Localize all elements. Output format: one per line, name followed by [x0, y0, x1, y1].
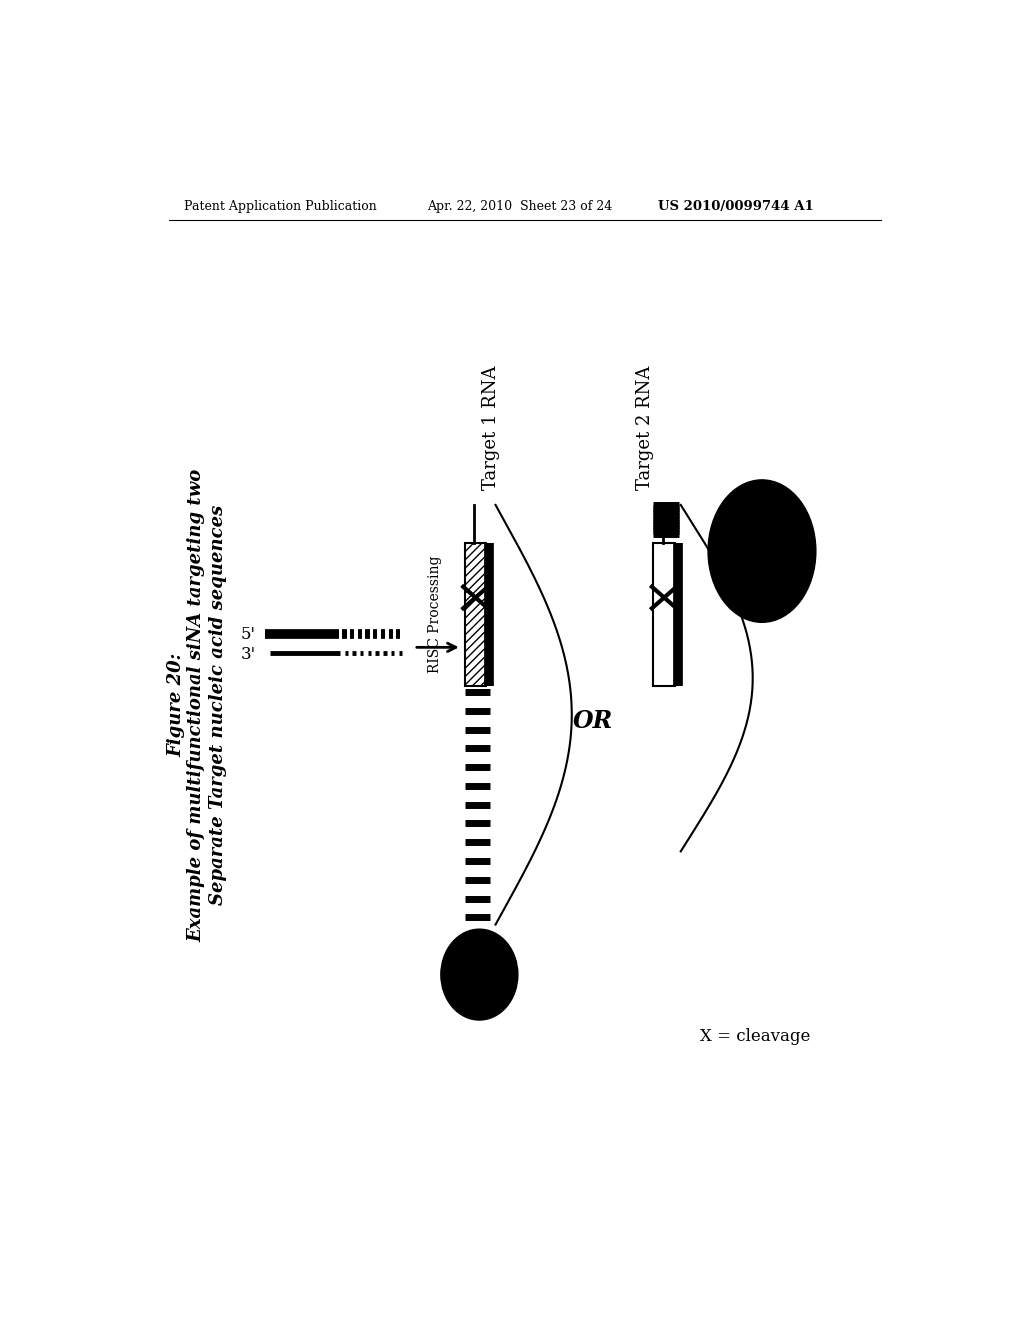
Text: US 2010/0099744 A1: US 2010/0099744 A1	[658, 201, 814, 214]
Bar	[465, 544, 486, 686]
Text: 3': 3'	[241, 645, 256, 663]
Text: Target 1 RNA: Target 1 RNA	[482, 366, 500, 490]
Text: Patent Application Publication: Patent Application Publication	[184, 201, 377, 214]
Bar	[653, 544, 675, 686]
Text: Apr. 22, 2010  Sheet 23 of 24: Apr. 22, 2010 Sheet 23 of 24	[427, 201, 612, 214]
Text: Separate Target nucleic acid sequences: Separate Target nucleic acid sequences	[209, 506, 226, 906]
Text: X = cleavage: X = cleavage	[700, 1028, 811, 1044]
Ellipse shape	[708, 480, 816, 622]
Text: 5': 5'	[241, 626, 256, 643]
Text: RISC Processing: RISC Processing	[428, 556, 441, 673]
Text: Example of multifunctional siNA targeting two: Example of multifunctional siNA targetin…	[187, 469, 205, 941]
Text: Target 2 RNA: Target 2 RNA	[636, 366, 654, 490]
Text: OR: OR	[572, 709, 612, 733]
Ellipse shape	[441, 929, 518, 1020]
Text: Figure 20:: Figure 20:	[168, 653, 185, 758]
